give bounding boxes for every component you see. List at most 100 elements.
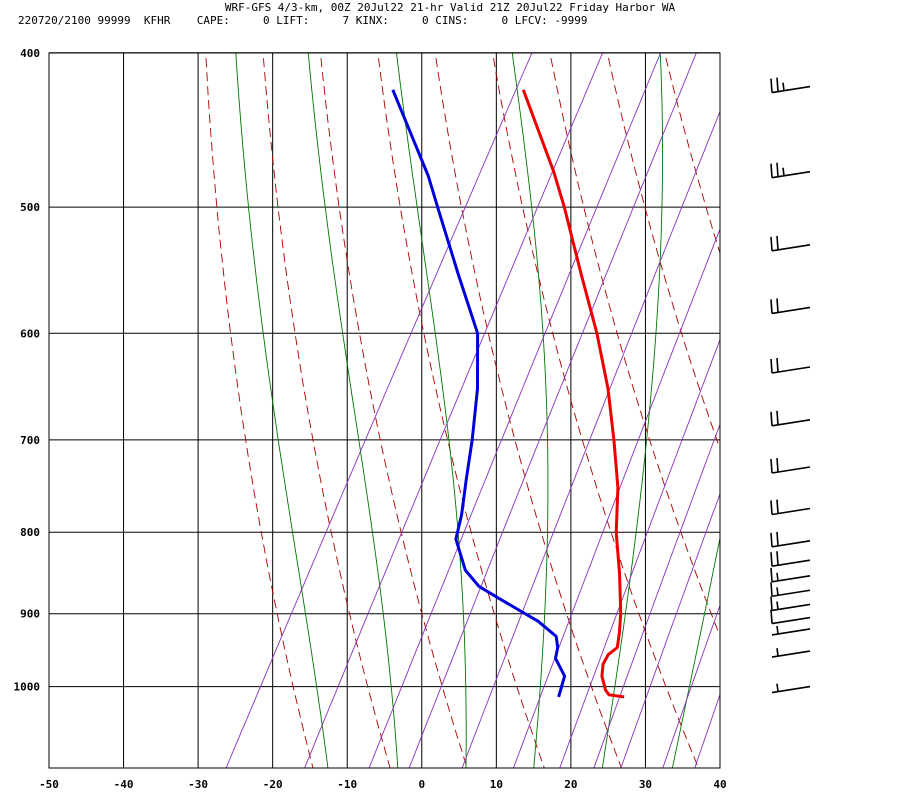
barb-full-flag [770,163,773,178]
temperature-tick-label: 10 [490,778,503,791]
wind-barb [770,609,811,625]
barb-full-flag [776,410,779,425]
moist-adiabat [601,53,664,768]
dewpoint-profile [391,89,567,698]
barb-half-flag [776,648,779,657]
barb-full-flag [770,596,773,611]
barb-half-flag [782,82,785,91]
temperature-tick-label: -30 [188,778,208,791]
barb-half-flag [776,601,779,610]
wind-barb [770,457,811,474]
mixing-ratio-line [593,423,720,768]
dry-adiabat [434,53,622,768]
wind-barb [770,596,811,612]
barb-full-flag [776,551,779,566]
barb-full-flag [776,298,779,313]
wind-barb [770,551,811,567]
mixing-ratio-line [461,110,720,768]
dry-adiabat [777,44,900,771]
barb-full-flag [770,458,773,474]
mixing-ratio-line [694,693,720,768]
temperature-tick-label: 30 [639,778,652,791]
dry-adiabat [262,53,391,768]
barb-half-flag [776,572,779,581]
barb-full-flag [776,499,779,514]
barb-full-flag [770,582,773,597]
mixing-ratio-line [304,53,604,768]
moist-adiabat [235,53,329,768]
pressure-tick-label: 1000 [14,681,41,694]
wind-barb [770,499,811,516]
barb-half-flag [776,683,779,692]
barb-full-flag [776,357,779,373]
isobar-isotherm-grid [49,52,720,768]
moist-adiabat [743,42,900,771]
wind-barb [770,567,811,583]
dry-adiabat [492,53,700,768]
mixing-ratio-line [408,53,697,768]
barb-full-flag [770,567,773,582]
pressure-tick-label: 800 [20,526,40,539]
dry-adiabat [606,53,720,451]
barb-full-flag [770,532,773,547]
pressure-tick-label: 900 [20,608,40,621]
temperature-tick-label: -50 [39,778,59,791]
wind-barb [770,162,811,179]
sounding-indices: 220720/2100 99999 KFHR CAPE: 0 LIFT: 7 K… [18,14,588,27]
wind-barb [771,648,811,658]
moist-adiabat [396,53,467,768]
wind-barb [770,531,811,548]
temperature-tick-label: 0 [418,778,425,791]
wind-barb [771,625,811,636]
mixing-ratio-line [559,338,720,768]
barb-full-flag [770,358,773,374]
temperature-tick-label: 20 [564,778,577,791]
plot-frame [48,52,721,769]
pressure-tick-label: 700 [20,434,40,447]
wind-barb [770,357,811,374]
pressure-tick-label: 400 [20,47,40,60]
barb-half-flag [776,625,779,635]
pressure-tick-labels: 400 500 600 700 800 900 1000 [14,47,41,694]
barb-full-flag [770,236,773,251]
dry-adiabat [664,53,720,255]
temperature-profile [521,89,625,699]
mixing-ratio-line [662,604,720,768]
barb-half-flag [776,587,779,596]
thermodynamic-background [205,42,900,771]
temperature-tick-labels: -50 -40 -30 -20 -10 0 10 20 30 40 [39,778,727,791]
dry-adiabat [720,44,900,771]
temperature-tick-label: -40 [114,778,134,791]
barb-full-flag [770,411,773,426]
wind-barbs [770,77,811,694]
dry-adiabat [834,44,900,771]
mixing-ratio-line [512,227,720,768]
barb-half-flag [782,167,785,176]
mixing-ratio-line [225,53,533,768]
wind-barb [770,235,811,252]
barb-full-flag [776,531,779,546]
moist-adiabat [307,53,399,768]
mixing-ratio-line [368,53,661,768]
barb-full-flag [770,552,773,567]
wind-barb [770,410,811,427]
wind-barb [770,77,811,94]
moist-adiabat [511,53,549,768]
dry-adiabat [377,53,545,768]
temperature-tick-label: 40 [713,778,726,791]
pressure-tick-label: 500 [20,201,40,214]
temperature-tick-label: -20 [263,778,283,791]
dry-adiabat [320,53,468,768]
moist-adiabat [671,535,720,768]
temperature-tick-label: -10 [337,778,357,791]
barb-full-flag [770,609,773,624]
barb-full-flag [776,162,779,177]
pressure-tick-label: 600 [20,327,40,340]
barb-full-flag [770,78,773,93]
dry-adiabat [205,53,314,768]
barb-full-flag [770,500,773,515]
mixing-ratio-line [620,492,720,768]
barb-staff [771,616,811,625]
wind-barb [771,683,811,694]
